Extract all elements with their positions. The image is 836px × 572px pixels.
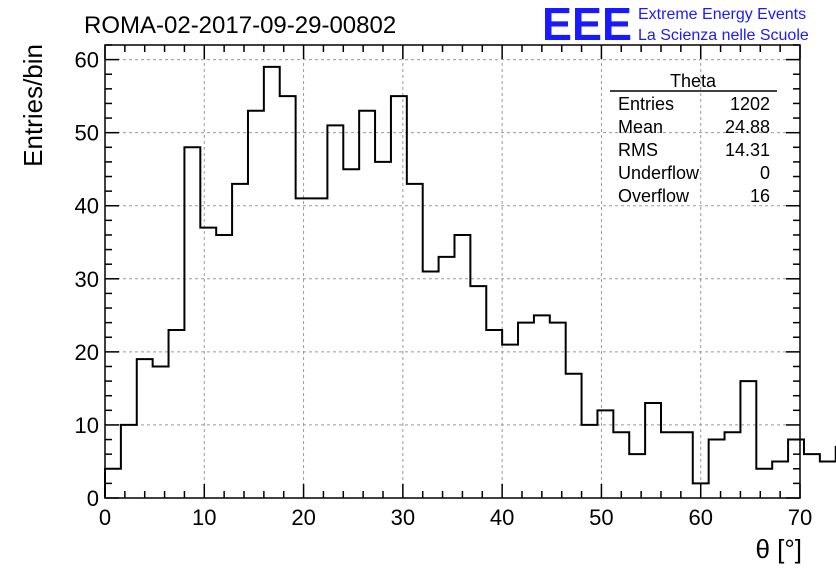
histogram-bin bbox=[312, 198, 328, 498]
y-tick-label: 10 bbox=[75, 413, 99, 438]
histogram-bin bbox=[169, 330, 185, 498]
histogram-bin bbox=[661, 432, 677, 498]
x-tick-label: 20 bbox=[291, 505, 315, 530]
histogram-bin bbox=[502, 345, 518, 498]
histogram-bin bbox=[486, 330, 502, 498]
histogram-bin bbox=[534, 315, 550, 498]
stats-row-value: 0 bbox=[760, 163, 770, 183]
histogram-bin bbox=[756, 469, 772, 498]
histogram-bin bbox=[232, 184, 248, 498]
stats-row-value: 16 bbox=[750, 186, 770, 206]
histogram-bin bbox=[248, 111, 264, 498]
histogram-bin bbox=[375, 162, 391, 498]
histogram-bin bbox=[582, 425, 598, 498]
histogram-bin bbox=[359, 111, 375, 498]
stats-name: Theta bbox=[670, 71, 717, 91]
histogram-bin bbox=[439, 257, 455, 498]
histogram-bin bbox=[597, 410, 613, 498]
stats-rows: Entries 1202 Mean 24.88 RMS 14.31 Underflow 0 Ov… bbox=[618, 94, 770, 206]
histogram-bin bbox=[137, 359, 153, 498]
plot-frame bbox=[104, 44, 801, 499]
logo-mark: EEE bbox=[542, 0, 632, 50]
y-tick-label: 50 bbox=[75, 121, 99, 146]
histogram-bin bbox=[454, 235, 470, 498]
histogram-bin bbox=[200, 228, 216, 498]
histogram-bin bbox=[391, 96, 407, 498]
y-tick-label: 40 bbox=[75, 194, 99, 219]
histogram-bin bbox=[407, 184, 423, 498]
stats-row-value: 24.88 bbox=[725, 117, 770, 137]
histogram-bin bbox=[725, 432, 741, 498]
histogram-bin bbox=[280, 96, 296, 498]
histogram-outline bbox=[104, 65, 836, 498]
histogram-bin bbox=[518, 323, 534, 498]
y-tick-label: 30 bbox=[75, 267, 99, 292]
y-tick-label: 60 bbox=[75, 48, 99, 73]
histogram-bin bbox=[423, 272, 439, 499]
stats-row-label: RMS bbox=[618, 140, 658, 160]
logo-line-2: La Scienza nelle Scuole bbox=[638, 27, 809, 44]
histogram-bin bbox=[296, 198, 312, 498]
histogram-bin bbox=[184, 147, 200, 498]
eee-logo: EEE Extreme Energy Events La Scienza nel… bbox=[542, 0, 809, 50]
stats-row-label: Overflow bbox=[618, 186, 690, 206]
x-tick-label: 10 bbox=[192, 505, 216, 530]
histogram-bars bbox=[104, 65, 836, 499]
histogram-bin bbox=[820, 461, 836, 498]
histogram-bin bbox=[216, 235, 232, 498]
histogram-bin bbox=[470, 286, 486, 498]
histogram-bin bbox=[343, 169, 359, 498]
histogram-bin bbox=[709, 440, 725, 498]
x-axis-title: θ [°] bbox=[755, 534, 802, 564]
histogram-bin bbox=[629, 454, 645, 498]
x-tick-label: 40 bbox=[490, 505, 514, 530]
stats-row-label: Underflow bbox=[618, 163, 700, 183]
histogram-bin bbox=[645, 403, 661, 498]
stats-row-label: Entries bbox=[618, 94, 674, 114]
axes: 0 10 20 30 40 50 60 70 0 10 20 30 40 50 60 bbox=[75, 44, 812, 530]
x-tick-label: 30 bbox=[391, 505, 415, 530]
histogram-bin bbox=[121, 425, 137, 498]
histogram-bin bbox=[153, 366, 169, 498]
stats-row-value: 14.31 bbox=[725, 140, 770, 160]
histogram-bin bbox=[550, 323, 566, 498]
histogram-bin bbox=[677, 432, 693, 498]
histogram-bin bbox=[264, 67, 280, 498]
grid-lines bbox=[105, 45, 800, 498]
histogram-bin bbox=[566, 374, 582, 498]
chart-title: ROMA-02-2017-09-29-00802 bbox=[84, 12, 396, 39]
x-tick-label: 60 bbox=[688, 505, 712, 530]
histogram-bin bbox=[327, 125, 343, 498]
x-tick-label: 70 bbox=[788, 505, 812, 530]
histogram-bin bbox=[740, 381, 756, 498]
stats-row-value: 1202 bbox=[730, 94, 770, 114]
histogram-bin bbox=[613, 432, 629, 498]
stats-row-label: Mean bbox=[618, 117, 663, 137]
x-tick-label: 50 bbox=[589, 505, 613, 530]
y-axis-title: Entries/bin bbox=[18, 44, 48, 167]
y-tick-label: 20 bbox=[75, 340, 99, 365]
x-tick-label: 0 bbox=[99, 505, 111, 530]
logo-line-1: Extreme Energy Events bbox=[638, 6, 806, 23]
histogram-bin bbox=[804, 454, 820, 498]
y-tick-label: 0 bbox=[87, 486, 99, 511]
stats-box: Theta Entries 1202 Mean 24.88 RMS 14.31 Underf… bbox=[610, 71, 777, 206]
